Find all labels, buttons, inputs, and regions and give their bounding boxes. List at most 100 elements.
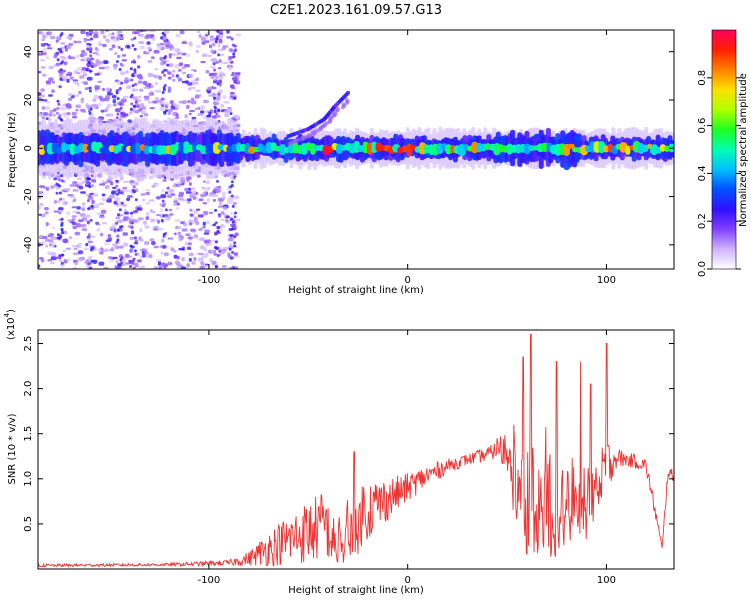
noise-dot [140, 217, 145, 220]
band-core [445, 144, 452, 155]
band-core [567, 143, 575, 149]
colorbar-label: Normalized spectral amplitude [738, 73, 749, 227]
noise-dot [71, 206, 77, 209]
noise-dot [219, 53, 224, 57]
noise-dot [220, 211, 225, 215]
band-feature [424, 153, 431, 158]
noise-dot [187, 246, 192, 250]
colorbar-tick-label: 0.4 [697, 165, 708, 181]
noise-column-dot [118, 68, 122, 71]
noise-column-dot [233, 215, 237, 219]
noise-column-dot [130, 93, 134, 97]
colorbar-ticks: 0.0 0.2 0.4 0.6 0.8 [697, 70, 741, 277]
noise-dot [206, 186, 211, 191]
noise-dot [186, 53, 191, 57]
noise-column-dot [217, 53, 221, 57]
noise-dot [62, 249, 67, 252]
noise-dot [38, 52, 43, 56]
noise-column-dot [132, 190, 136, 194]
noise-column-dot [214, 232, 218, 236]
noise-dot [198, 228, 203, 231]
noise-column-dot [162, 262, 165, 266]
noise-dot [227, 108, 233, 113]
noise-column-dot [213, 110, 217, 114]
noise-dot [105, 38, 111, 44]
noise-column-dot [58, 211, 62, 215]
noise-dot [180, 266, 187, 269]
noise-dot [160, 36, 164, 40]
noise-dot [81, 228, 88, 231]
noise-dot [98, 95, 103, 100]
noise-dot [199, 110, 205, 114]
noise-column-dot [90, 37, 94, 41]
noise-dot [118, 245, 124, 249]
noise-dot [99, 232, 104, 237]
noise-dot [80, 58, 86, 62]
noise-dot [181, 80, 187, 84]
noise-dot [173, 200, 178, 203]
noise-dot [101, 193, 106, 197]
noise-column-dot [130, 102, 134, 106]
noise-dot [146, 34, 151, 38]
noise-dot [113, 66, 118, 70]
x-tick-label: 0 [404, 575, 410, 586]
noise-dot [140, 103, 144, 107]
noise-column-dot [59, 197, 63, 201]
x-tick-label: -100 [198, 275, 221, 286]
noise-dot [110, 247, 115, 250]
noise-dot [76, 206, 81, 210]
noise-dot [76, 67, 83, 71]
noise-dot [198, 198, 204, 202]
chart-title: C2E1.2023.161.09.57.G13 [270, 3, 442, 18]
noise-dot [160, 251, 164, 255]
y-tick-label: 1.0 [23, 471, 34, 487]
noise-dot [104, 65, 110, 70]
noise-dot [111, 95, 117, 99]
noise-column-dot [233, 244, 237, 248]
drift-feature [300, 135, 305, 140]
noise-column-dot [212, 62, 216, 66]
noise-dot [181, 66, 186, 70]
noise-column-dot [133, 68, 137, 72]
noise-column-dot [163, 176, 167, 180]
noise-dot [222, 196, 226, 200]
noise-dot [175, 207, 180, 210]
noise-dot [182, 100, 187, 105]
noise-dot [48, 243, 53, 247]
noise-dot [131, 218, 136, 222]
noise-dot [188, 73, 194, 78]
noise-column-dot [161, 91, 165, 94]
noise-dot [42, 73, 47, 77]
colorbar: 0.0 0.2 0.4 0.6 0.8 Normalized spectral ampl… [697, 29, 749, 277]
noise-dot [183, 223, 188, 227]
noise-dot [167, 71, 172, 75]
noise-dot [163, 30, 170, 34]
noise-column-dot [61, 231, 64, 235]
noise-dot [76, 82, 80, 87]
noise-dot [174, 219, 181, 222]
noise-dot [116, 219, 123, 223]
colorbar-gradient [712, 30, 736, 269]
noise-dot [131, 88, 136, 92]
noise-dot [72, 266, 78, 269]
noise-column-dot [134, 236, 137, 240]
noise-column-dot [120, 191, 124, 195]
noise-dot [187, 236, 194, 239]
noise-dot [82, 73, 88, 77]
band-feature [398, 155, 405, 161]
noise-column-dot [160, 219, 164, 222]
noise-dot [46, 80, 51, 84]
noise-dot [168, 208, 173, 212]
noise-column-dot [230, 184, 234, 187]
noise-dot [137, 259, 142, 263]
band-core [528, 145, 536, 152]
noise-dot [60, 46, 65, 49]
noise-dot [186, 198, 192, 202]
noise-column-dot [115, 192, 119, 196]
noise-dot [176, 255, 180, 260]
noise-dot [89, 31, 94, 34]
noise-dot [178, 191, 185, 196]
noise-dot [48, 112, 53, 117]
noise-column-dot [117, 263, 121, 267]
noise-dot [167, 112, 172, 115]
